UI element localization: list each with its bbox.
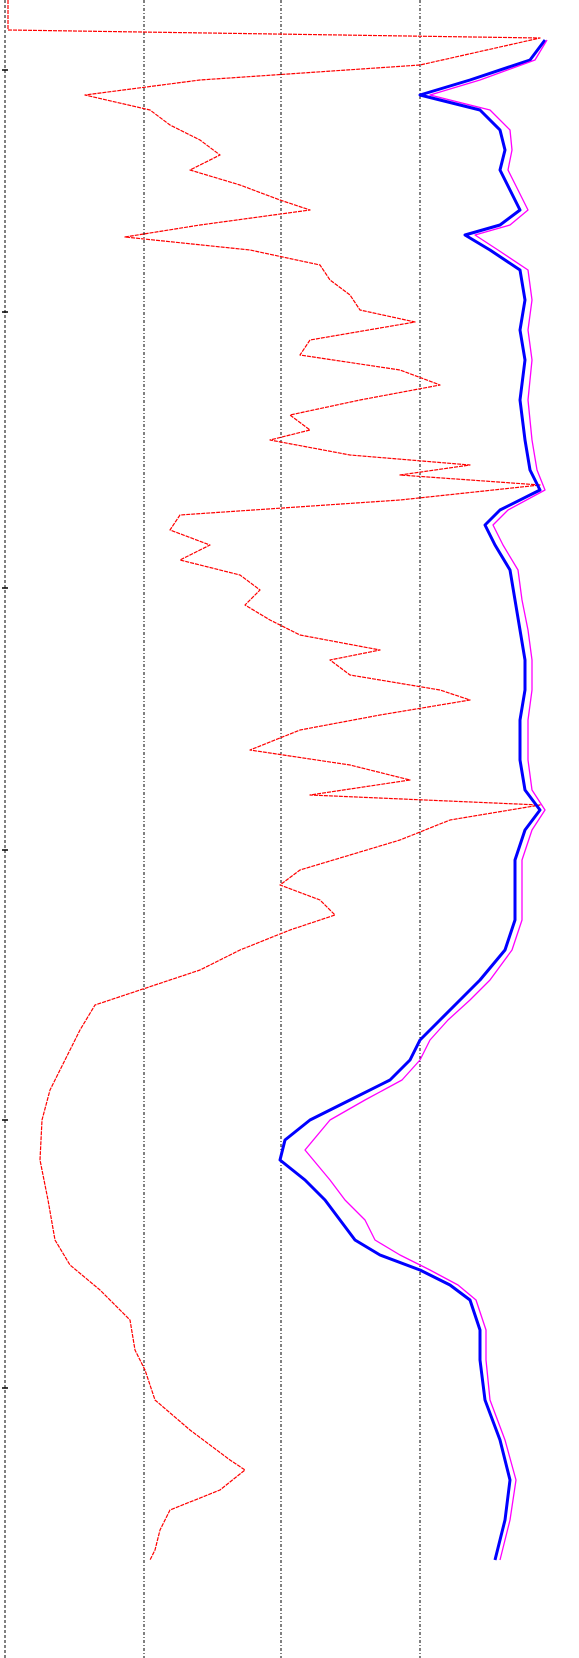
- curve: [304, 39, 548, 1561]
- curve: [278, 39, 547, 1561]
- curve: [7, 0, 541, 1561]
